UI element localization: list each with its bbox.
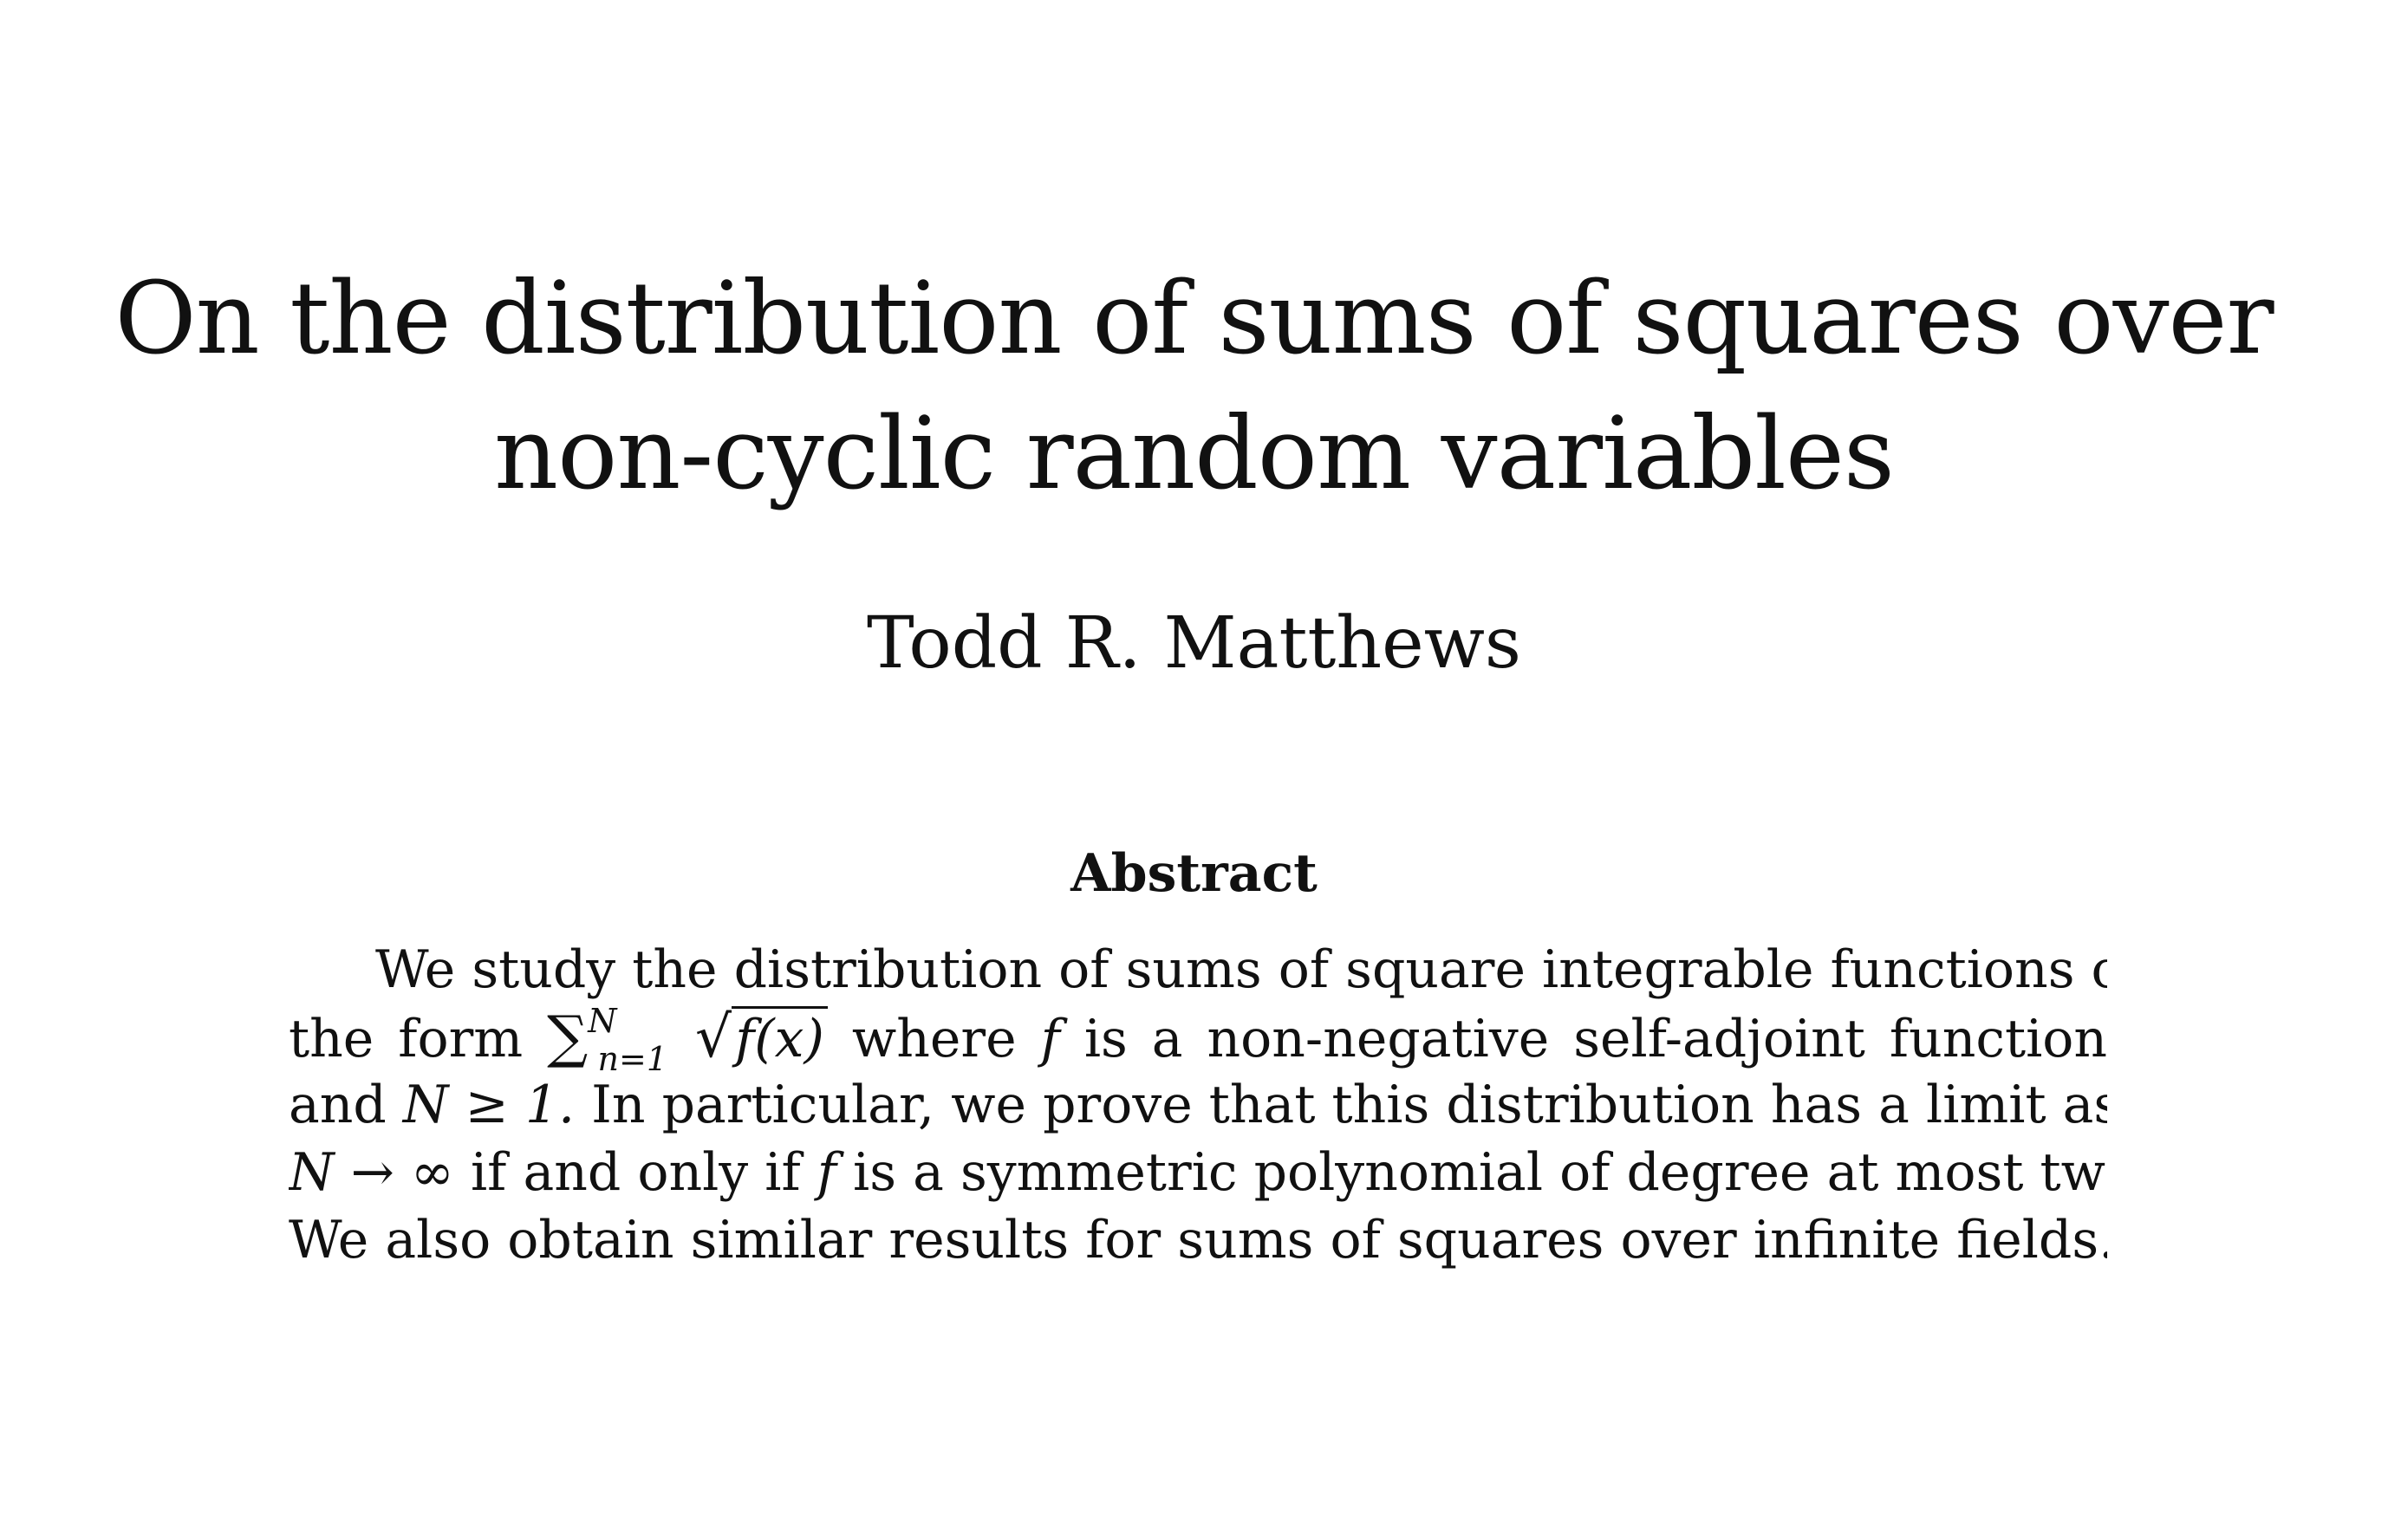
abstract-text: the form: [289, 1009, 524, 1069]
sum-lower-limit: n=1: [597, 1040, 668, 1071]
radicand: f(x): [732, 1006, 828, 1069]
math-variable: f: [1040, 1009, 1060, 1069]
abstract-line-2: the form ∑Nn=1 √f(x) where f is a non-ne…: [289, 1004, 2107, 1071]
abstract-text: where: [851, 1009, 1017, 1069]
abstract-text: is a non-negative self-adjoint function: [1083, 1009, 2107, 1069]
abstract-line-4: N → ∞ if and only if f is a symmetric po…: [289, 1139, 2107, 1206]
abstract-line-5: We also obtain similar results for sums …: [289, 1210, 2107, 1270]
abstract-text: In particular, we prove that this distri…: [591, 1075, 2107, 1135]
summation-symbol: ∑: [547, 1004, 589, 1070]
math-variable: f: [817, 1142, 836, 1203]
square-root: √f(x): [692, 1004, 828, 1071]
sum-upper-limit: N: [588, 1004, 617, 1040]
sqrt-symbol: √: [695, 1004, 732, 1070]
abstract-heading: Abstract: [1070, 843, 1318, 904]
title-line-2: non-cyclic random variables: [494, 396, 1895, 512]
paper-title: On the distribution of sums of squares o…: [0, 251, 2388, 522]
abstract-text: is a symmetric polynomial of degree at m…: [853, 1142, 2107, 1203]
author-name: Todd R. Matthews: [867, 602, 1521, 685]
abstract-line-3: and N ≥ 1. In particular, we prove that …: [289, 1071, 2107, 1139]
math-expression: N → ∞: [289, 1142, 454, 1203]
abstract-line-1: We study the distribution of sums of squ…: [375, 939, 2107, 1000]
math-expression: N ≥ 1.: [402, 1075, 576, 1135]
abstract-text: and: [289, 1075, 387, 1135]
title-line-1: On the distribution of sums of squares o…: [114, 261, 2274, 377]
abstract-text: if and only if: [470, 1142, 801, 1203]
abstract-body: We study the distribution of sums of squ…: [289, 936, 2107, 1274]
